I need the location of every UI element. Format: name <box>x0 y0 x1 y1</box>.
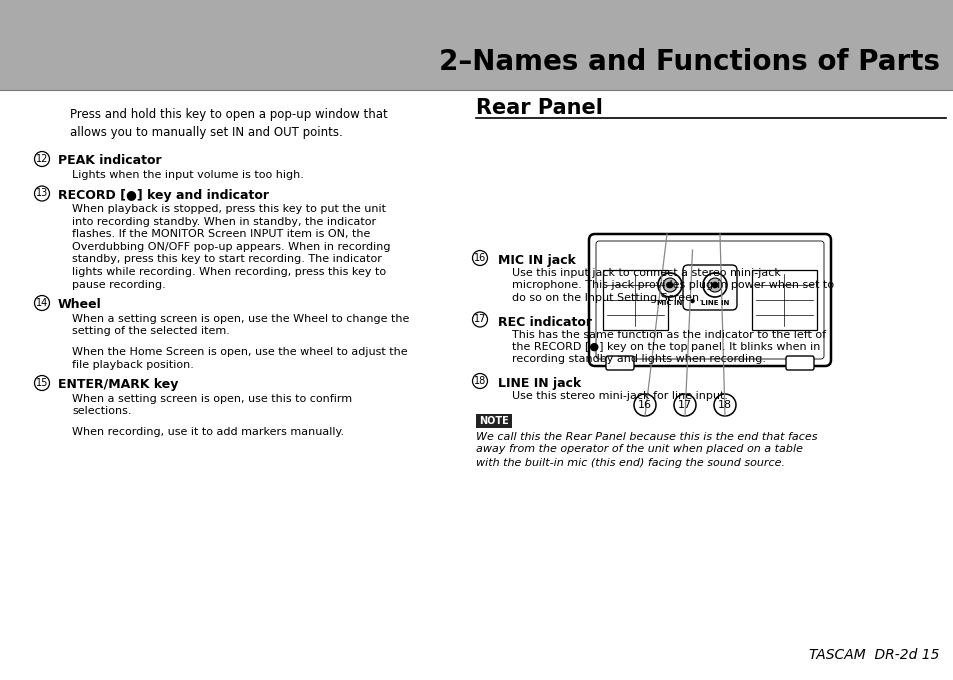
Text: REC indicator: REC indicator <box>497 316 592 328</box>
FancyBboxPatch shape <box>588 234 830 366</box>
Text: Rear Panel: Rear Panel <box>476 98 602 118</box>
Text: MIC IN jack: MIC IN jack <box>497 254 576 267</box>
Circle shape <box>702 273 726 297</box>
Circle shape <box>713 394 735 416</box>
FancyBboxPatch shape <box>682 265 737 310</box>
Circle shape <box>690 299 694 303</box>
Text: When a setting screen is open, use this to confirm: When a setting screen is open, use this … <box>71 394 352 404</box>
Text: 14: 14 <box>36 298 48 308</box>
Text: PEAK indicator: PEAK indicator <box>58 154 161 167</box>
Bar <box>751 270 816 330</box>
Text: the RECORD [●] key on the top panel. It blinks when in: the RECORD [●] key on the top panel. It … <box>512 342 820 352</box>
Bar <box>0 0 953 90</box>
FancyBboxPatch shape <box>605 356 634 370</box>
Bar <box>602 270 667 330</box>
Text: 16: 16 <box>474 253 486 263</box>
Circle shape <box>673 394 696 416</box>
Text: do so on the Input Setting Screen.: do so on the Input Setting Screen. <box>512 293 702 303</box>
Text: ENTER/MARK key: ENTER/MARK key <box>58 378 178 391</box>
Text: When a setting screen is open, use the Wheel to change the: When a setting screen is open, use the W… <box>71 314 409 324</box>
Text: When playback is stopped, press this key to put the unit: When playback is stopped, press this key… <box>71 205 386 214</box>
Text: MIC IN: MIC IN <box>657 300 682 306</box>
Text: This has the same function as the indicator to the left of: This has the same function as the indica… <box>512 330 825 339</box>
Text: 17: 17 <box>474 314 486 324</box>
Text: 15: 15 <box>36 378 49 388</box>
Text: selections.: selections. <box>71 407 132 416</box>
Bar <box>476 413 512 428</box>
Text: Wheel: Wheel <box>58 298 102 311</box>
FancyBboxPatch shape <box>785 356 813 370</box>
Text: file playback position.: file playback position. <box>71 360 193 369</box>
Text: Use this input jack to connect a stereo mini-jack: Use this input jack to connect a stereo … <box>512 268 781 278</box>
Circle shape <box>707 278 721 292</box>
Text: NOTE: NOTE <box>478 415 508 426</box>
FancyBboxPatch shape <box>596 241 823 359</box>
Circle shape <box>711 282 718 288</box>
Circle shape <box>658 273 681 297</box>
Text: 12: 12 <box>36 154 49 164</box>
Text: standby, press this key to start recording. The indicator: standby, press this key to start recordi… <box>71 254 381 265</box>
Text: TASCAM  DR-2d 15: TASCAM DR-2d 15 <box>809 648 939 662</box>
Text: We call this the Rear Panel because this is the end that faces: We call this the Rear Panel because this… <box>476 432 817 441</box>
Text: 13: 13 <box>36 188 48 199</box>
Text: LINE IN: LINE IN <box>700 300 728 306</box>
Text: When the Home Screen is open, use the wheel to adjust the: When the Home Screen is open, use the wh… <box>71 347 407 357</box>
Text: with the built-in mic (this end) facing the sound source.: with the built-in mic (this end) facing … <box>476 458 784 468</box>
Text: away from the operator of the unit when placed on a table: away from the operator of the unit when … <box>476 445 802 454</box>
Text: Use this stereo mini-jack for line input.: Use this stereo mini-jack for line input… <box>512 391 727 401</box>
Text: 18: 18 <box>474 376 486 386</box>
Text: 17: 17 <box>678 400 691 410</box>
Text: 18: 18 <box>718 400 731 410</box>
Circle shape <box>666 282 672 288</box>
Text: lights while recording. When recording, press this key to: lights while recording. When recording, … <box>71 267 386 277</box>
Text: LINE IN jack: LINE IN jack <box>497 377 580 390</box>
Circle shape <box>662 278 677 292</box>
Text: flashes. If the MONITOR Screen INPUT item is ON, the: flashes. If the MONITOR Screen INPUT ite… <box>71 230 370 239</box>
Text: Lights when the input volume is too high.: Lights when the input volume is too high… <box>71 170 304 180</box>
Text: When recording, use it to add markers manually.: When recording, use it to add markers ma… <box>71 427 344 437</box>
Text: setting of the selected item.: setting of the selected item. <box>71 326 230 337</box>
Text: recording standby and lights when recording.: recording standby and lights when record… <box>512 354 765 364</box>
Text: into recording standby. When in standby, the indicator: into recording standby. When in standby,… <box>71 217 375 227</box>
Circle shape <box>634 394 656 416</box>
Text: 16: 16 <box>638 400 651 410</box>
Text: Overdubbing ON/OFF pop-up appears. When in recording: Overdubbing ON/OFF pop-up appears. When … <box>71 242 390 252</box>
Text: microphone. This jack provides plug-in power when set to: microphone. This jack provides plug-in p… <box>512 280 833 290</box>
Text: 2–Names and Functions of Parts: 2–Names and Functions of Parts <box>438 48 939 76</box>
Text: pause recording.: pause recording. <box>71 279 166 290</box>
Text: RECORD [●] key and indicator: RECORD [●] key and indicator <box>58 188 269 201</box>
Text: Press and hold this key to open a pop-up window that
allows you to manually set : Press and hold this key to open a pop-up… <box>70 108 387 139</box>
